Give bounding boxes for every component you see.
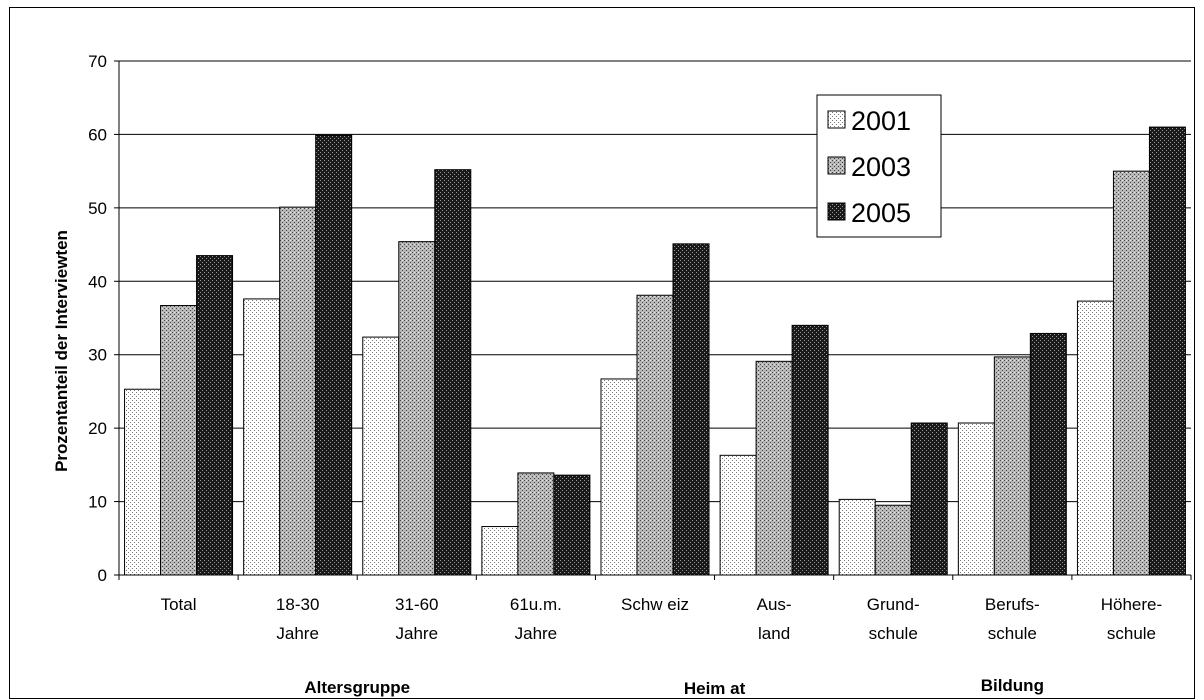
category-label: schule: [988, 624, 1037, 643]
category-label: schule: [869, 624, 918, 643]
y-tick-label: 10: [88, 493, 107, 512]
bar-2003-3: [517, 472, 555, 576]
y-tick-label: 60: [88, 125, 107, 144]
bar-2003-1: [279, 206, 317, 576]
bar-2003-0: [160, 305, 198, 576]
bar-2005-5: [791, 324, 829, 576]
bars: [124, 126, 1186, 576]
bar-2005-2: [434, 169, 472, 576]
y-tick-label: 40: [88, 272, 107, 291]
bar-2005-0: [196, 255, 234, 576]
category-label: Berufs-: [985, 595, 1040, 614]
category-labels: Total 18-30 Jahre 31-60 Jahre 61u.m. Jahre Schw…: [161, 595, 1163, 643]
bar-2001-6: [838, 498, 876, 576]
y-tick-label: 20: [88, 419, 107, 438]
bar-2005-1: [315, 134, 353, 576]
bar-2001-4: [600, 378, 638, 576]
category-label: land: [758, 624, 790, 643]
category-label: Aus-: [757, 595, 792, 614]
bar-2005-6: [910, 422, 948, 576]
category-label: Höhere-: [1101, 595, 1162, 614]
group-label: Heim at: [684, 679, 746, 698]
legend-swatch-2003: [827, 156, 846, 175]
bar-2001-0: [124, 388, 162, 576]
legend-swatch-2001: [827, 110, 846, 129]
category-label: schule: [1107, 624, 1156, 643]
category-label: Schw eiz: [621, 595, 689, 614]
y-tick-label: 30: [88, 346, 107, 365]
category-label: Jahre: [515, 624, 558, 643]
bar-2001-2: [362, 336, 400, 576]
legend-swatch-2005: [827, 202, 846, 221]
legend: 2001 2003 2005: [816, 94, 942, 238]
bar-2003-2: [398, 241, 436, 576]
bar-2005-4: [672, 243, 710, 576]
bar-2003-5: [755, 360, 793, 576]
bar-2001-3: [481, 526, 519, 576]
legend-label-2001: 2001: [851, 106, 911, 136]
bar-2001-8: [1076, 300, 1114, 576]
group-label: Altersgruppe: [304, 678, 410, 697]
y-tick-label: 0: [98, 566, 107, 585]
y-axis-title: Prozentanteil der Interviewten: [52, 230, 71, 472]
category-label: 61u.m.: [510, 595, 562, 614]
bar-2003-6: [874, 504, 912, 576]
axes: [114, 60, 1192, 580]
legend-label-2005: 2005: [851, 198, 911, 228]
legend-label-2003: 2003: [851, 152, 911, 182]
category-label: 31-60: [395, 595, 438, 614]
category-label: Jahre: [276, 624, 319, 643]
bar-2001-7: [957, 422, 995, 576]
bar-2003-8: [1112, 170, 1150, 576]
category-label: Total: [161, 595, 197, 614]
category-label: Grund-: [867, 595, 920, 614]
bar-2005-7: [1029, 332, 1067, 576]
category-label: 18-30: [276, 595, 319, 614]
group-labels: Altersgruppe Heim at Bildung: [304, 676, 1044, 698]
bar-2003-4: [636, 294, 674, 576]
y-tick-label: 50: [88, 199, 107, 218]
bar-2005-8: [1148, 126, 1186, 576]
group-label: Bildung: [981, 676, 1044, 695]
bar-2001-5: [719, 454, 757, 576]
y-tick-label: 70: [88, 52, 107, 71]
category-label: Jahre: [396, 624, 439, 643]
bar-2003-7: [993, 356, 1031, 576]
bar-2001-1: [243, 298, 281, 576]
y-tick-labels: 0 10 20 30 40 50 60 70: [88, 52, 107, 585]
bar-2005-3: [553, 474, 591, 576]
